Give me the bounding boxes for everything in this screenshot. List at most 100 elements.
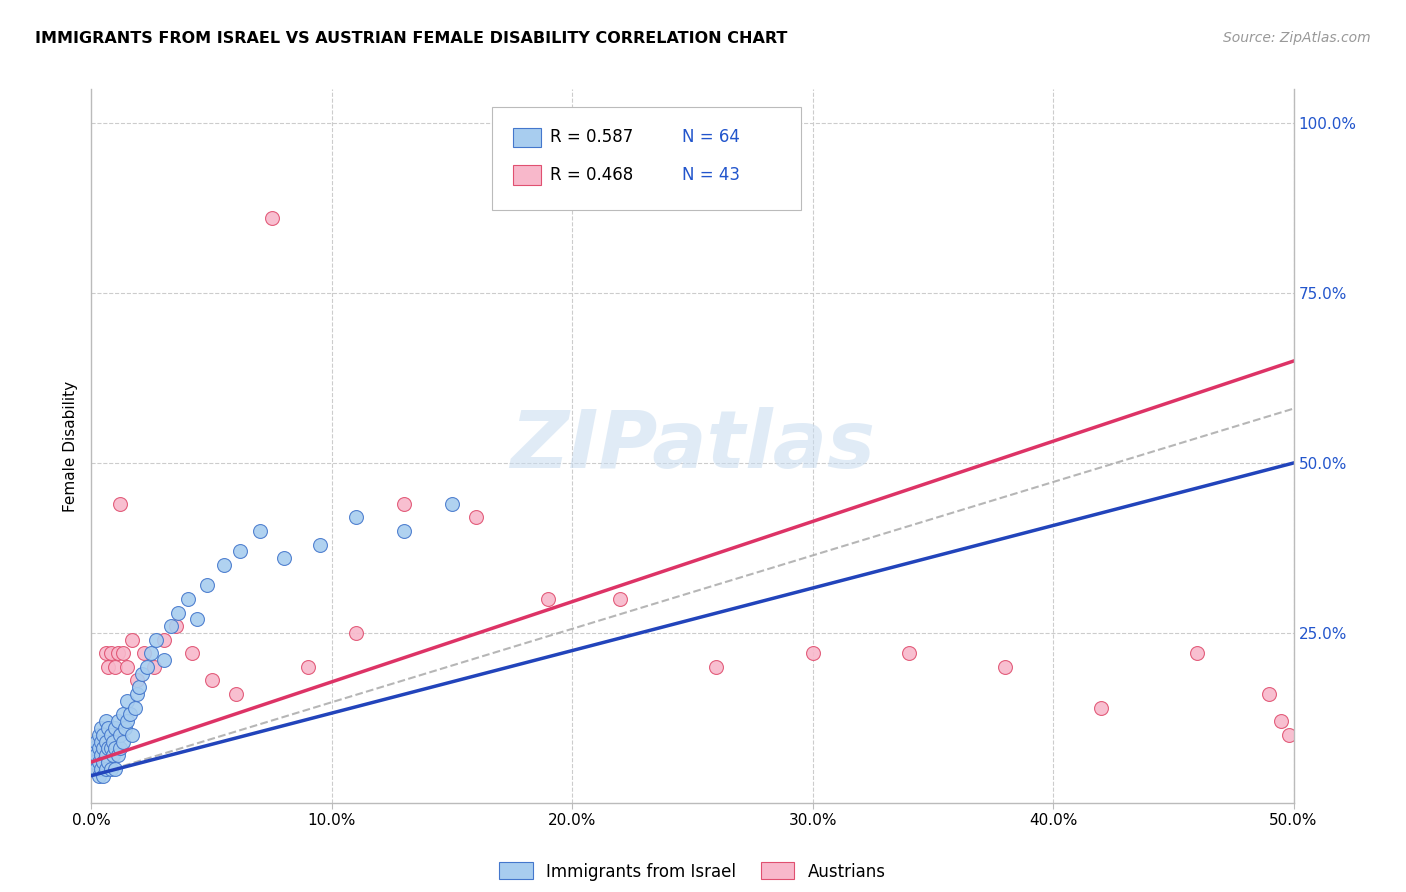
Point [392, 524, 415, 538]
Text: R = 0.587: R = 0.587 [550, 128, 633, 146]
Point [93, 728, 115, 742]
Point [114, 721, 136, 735]
Legend: Immigrants from Israel, Austrians: Immigrants from Israel, Austrians [492, 855, 893, 888]
Text: Source: ZipAtlas.com: Source: ZipAtlas.com [1223, 31, 1371, 45]
Point [897, 646, 920, 660]
Point [297, 660, 319, 674]
Point [107, 748, 129, 763]
Point [1270, 714, 1292, 729]
Point [90, 734, 112, 748]
Point [97, 660, 120, 674]
Point [465, 510, 488, 524]
Point [94, 741, 117, 756]
Point [101, 734, 124, 748]
Point [225, 687, 247, 701]
Point [195, 578, 218, 592]
Point [107, 714, 129, 729]
Point [152, 632, 174, 647]
Point [344, 626, 367, 640]
Point [110, 728, 132, 742]
Point [87, 762, 110, 776]
Point [93, 769, 115, 783]
Text: R = 0.468: R = 0.468 [550, 166, 633, 184]
Text: N = 43: N = 43 [682, 166, 740, 184]
Point [212, 558, 235, 572]
Point [94, 646, 117, 660]
Text: ZIPatlas: ZIPatlas [510, 407, 875, 485]
Point [152, 653, 174, 667]
Point [124, 700, 146, 714]
Y-axis label: Female Disability: Female Disability [63, 380, 79, 512]
Point [273, 551, 295, 566]
Point [84, 734, 107, 748]
Point [100, 762, 122, 776]
Point [186, 612, 208, 626]
Point [111, 707, 134, 722]
Text: IMMIGRANTS FROM ISRAEL VS AUSTRIAN FEMALE DISABILITY CORRELATION CHART: IMMIGRANTS FROM ISRAEL VS AUSTRIAN FEMAL… [35, 31, 787, 46]
Point [994, 660, 1017, 674]
Point [125, 673, 148, 688]
Point [121, 728, 143, 742]
Point [97, 748, 120, 763]
Point [111, 646, 134, 660]
Point [97, 755, 120, 769]
Point [94, 748, 117, 763]
Point [110, 497, 132, 511]
Point [117, 694, 139, 708]
Point [87, 728, 110, 742]
Point [142, 660, 165, 674]
Point [201, 673, 224, 688]
Point [93, 755, 115, 769]
Point [101, 728, 124, 742]
Point [100, 748, 122, 763]
Point [94, 762, 117, 776]
Point [93, 755, 115, 769]
Point [308, 537, 330, 551]
Point [87, 741, 110, 756]
Point [229, 544, 252, 558]
Point [107, 646, 129, 660]
Point [100, 728, 122, 742]
Point [83, 755, 105, 769]
Point [134, 646, 156, 660]
Point [159, 619, 181, 633]
Point [100, 646, 122, 660]
Point [87, 734, 110, 748]
Point [83, 755, 105, 769]
Point [97, 741, 120, 756]
Point [145, 632, 167, 647]
Point [100, 741, 122, 756]
Point [90, 748, 112, 763]
Point [344, 510, 367, 524]
Point [135, 660, 157, 674]
Point [131, 666, 153, 681]
Point [706, 660, 728, 674]
Point [1187, 646, 1209, 660]
Point [141, 646, 163, 660]
Point [176, 591, 198, 606]
Point [117, 660, 139, 674]
Point [537, 591, 560, 606]
Point [121, 632, 143, 647]
Point [1090, 700, 1112, 714]
Point [392, 497, 415, 511]
Point [104, 660, 127, 674]
Point [90, 721, 112, 735]
Point [125, 687, 148, 701]
Point [84, 748, 107, 763]
Point [167, 606, 190, 620]
Point [1278, 728, 1301, 742]
Point [249, 524, 271, 538]
Point [104, 741, 127, 756]
Point [118, 707, 141, 722]
Point [801, 646, 824, 660]
Point [84, 762, 107, 776]
Point [97, 721, 120, 735]
Point [87, 769, 110, 783]
Point [93, 741, 115, 756]
Point [110, 741, 132, 756]
Point [101, 748, 124, 763]
Point [90, 748, 112, 763]
Point [83, 741, 105, 756]
Point [90, 762, 112, 776]
